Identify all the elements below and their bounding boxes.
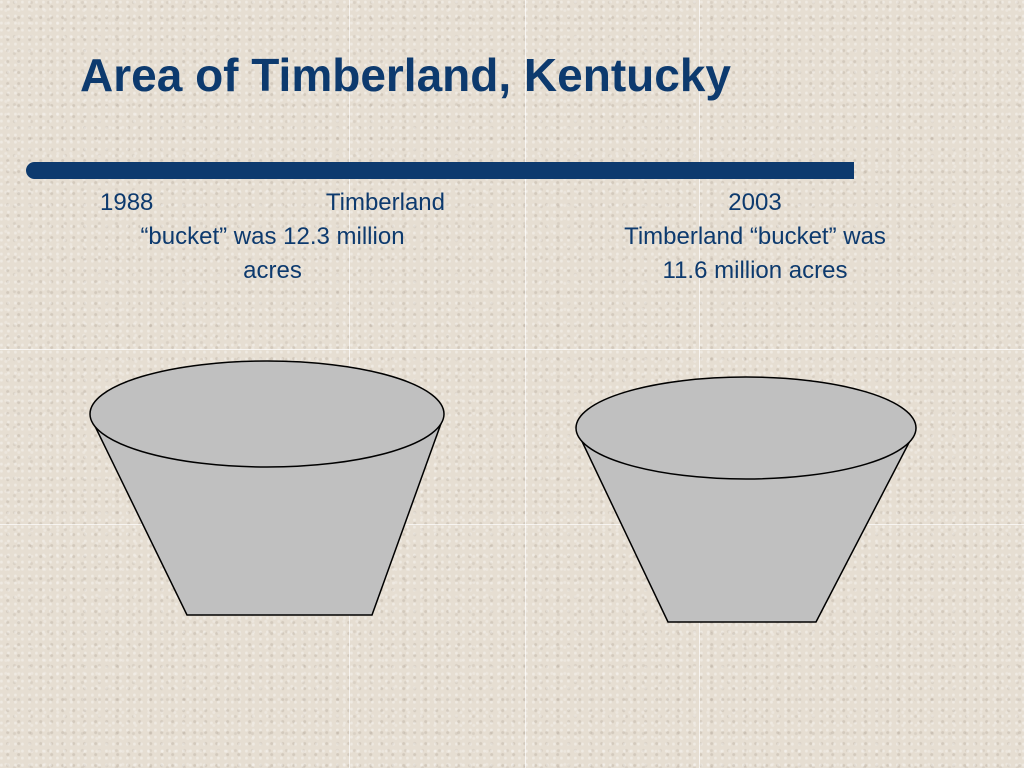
background-grid-line	[0, 524, 1024, 525]
bucket-1988-rim	[89, 360, 445, 468]
bucket-2003-caption: 2003 Timberland “bucket” was 11.6 millio…	[595, 186, 915, 288]
background-grid-line	[0, 349, 1024, 350]
caption-first-line: 1988 Timberland	[100, 186, 445, 220]
bucket-2003	[575, 376, 917, 623]
caption-text: “bucket” was 12.3 million	[140, 223, 405, 250]
caption-year: 2003	[728, 189, 782, 216]
caption-text: Timberland	[325, 189, 445, 216]
bucket-2003-rim	[575, 376, 917, 480]
caption-year: 1988	[100, 189, 154, 216]
caption-text: acres	[243, 257, 302, 284]
slide-title: Area of Timberland, Kentucky	[80, 49, 731, 101]
caption-text: Timberland “bucket” was	[624, 223, 886, 250]
bucket-1988	[89, 360, 445, 616]
bucket-1988-caption: 1988 Timberland “bucket” was 12.3 millio…	[100, 186, 445, 288]
caption-text: 11.6 million acres	[662, 257, 848, 284]
background-grid-line	[525, 0, 526, 768]
title-underline-bar	[26, 162, 854, 179]
